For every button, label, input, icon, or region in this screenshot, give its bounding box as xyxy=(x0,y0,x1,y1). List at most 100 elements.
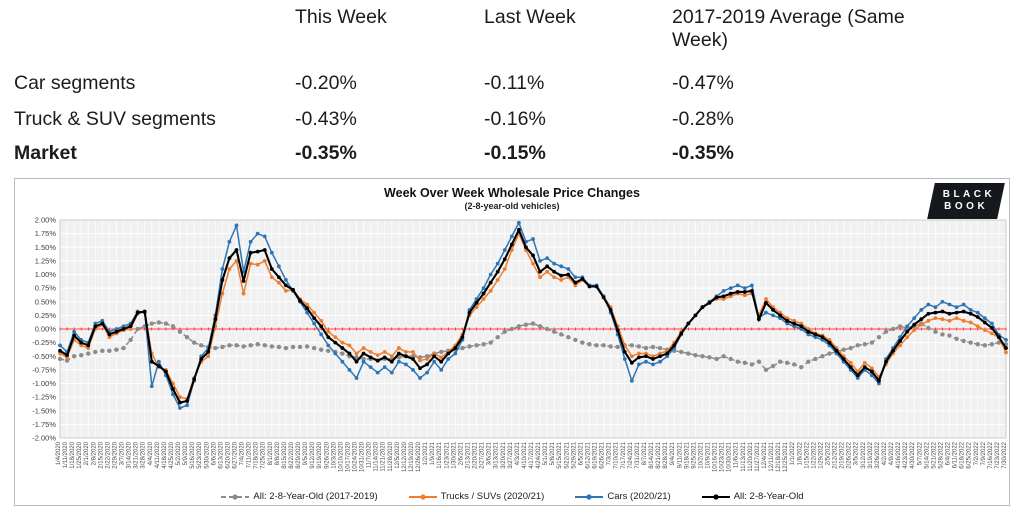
x-axis-tick-label: 9/26/2020 xyxy=(324,441,330,468)
x-axis-tick-label: 5/9/2020 xyxy=(183,441,189,465)
x-axis-tick-label: 4/18/2020 xyxy=(162,441,168,468)
x-axis-tick-label: 4/3/2021 xyxy=(515,441,521,465)
x-axis-tick-label: 1/1/2022 xyxy=(790,441,796,465)
y-axis-tick-label: 1.00% xyxy=(35,270,57,279)
x-axis-tick-label: 9/18/2021 xyxy=(684,441,690,468)
y-axis-tick-label: -1.00% xyxy=(32,379,56,388)
x-axis-tick-label: 1/29/2022 xyxy=(818,441,824,468)
x-axis-tick-label: 2/20/2021 xyxy=(473,441,479,468)
x-axis-tick-label: 7/3/2021 xyxy=(607,441,613,465)
x-axis-tick-label: 10/10/2020 xyxy=(338,441,344,472)
y-axis-tick-label: 2.00% xyxy=(35,216,57,225)
truck-last-week-value: -0.16% xyxy=(484,108,546,130)
y-axis-tick-label: -0.50% xyxy=(32,352,56,361)
x-axis-tick-label: 2/12/2022 xyxy=(833,441,839,468)
x-axis-tick-label: 3/13/2021 xyxy=(494,441,500,468)
x-axis-tick-label: 3/27/2021 xyxy=(508,441,514,468)
legend-item-label: Cars (2020/21) xyxy=(607,491,671,502)
x-axis-tick-label: 5/14/2022 xyxy=(924,441,930,468)
x-axis-tick-label: 9/25/2021 xyxy=(691,441,697,468)
x-axis-tick-label: 4/11/2020 xyxy=(155,441,161,468)
x-axis-tick-label: 6/27/2020 xyxy=(232,441,238,468)
x-axis-tick-label: 7/25/2020 xyxy=(261,441,267,468)
row-label-market: Market xyxy=(14,142,77,164)
x-axis-tick-label: 5/28/2022 xyxy=(938,441,944,468)
legend-marker-icon xyxy=(701,493,730,500)
x-axis-tick-label: 8/21/2021 xyxy=(656,441,662,468)
x-axis-tick-label: 10/16/2021 xyxy=(713,441,719,472)
x-axis-tick-label: 5/21/2022 xyxy=(931,441,937,468)
x-axis-tick-label: 11/27/2021 xyxy=(755,441,761,471)
x-axis-tick-label: 3/21/2020 xyxy=(134,441,140,468)
column-header-this-week: This Week xyxy=(295,6,387,28)
legend-marker-icon xyxy=(221,493,250,500)
x-axis-tick-label: 8/28/2021 xyxy=(663,441,669,468)
wholesale-price-chart: Week Over Week Wholesale Price Changes (… xyxy=(14,178,1010,506)
x-axis-tick-label: 6/19/2021 xyxy=(593,441,599,468)
x-axis-tick-label: 10/17/2020 xyxy=(345,441,351,472)
x-axis-tick-label: 7/23/2022 xyxy=(995,441,1001,468)
x-axis-tick-label: 4/4/2020 xyxy=(148,441,154,465)
x-axis-tick-label: 5/23/2020 xyxy=(197,441,203,468)
row-label-car-segments: Car segments xyxy=(14,72,136,94)
legend-item: Trucks / SUVs (2020/21) xyxy=(408,491,545,502)
truck-avg-value: -0.28% xyxy=(672,108,734,130)
x-axis-tick-label: 4/16/2022 xyxy=(896,441,902,468)
x-axis-tick-label: 6/4/2022 xyxy=(946,441,952,465)
x-axis-tick-label: 12/11/2021 xyxy=(769,441,775,471)
y-axis-tick-label: -2.00% xyxy=(32,434,56,443)
market-last-week-value: -0.15% xyxy=(484,142,546,164)
x-axis-tick-label: 12/25/2021 xyxy=(783,441,789,472)
x-axis-tick-label: 2/5/2022 xyxy=(826,441,832,465)
x-axis-tick-label: 12/5/2020 xyxy=(395,441,401,468)
x-axis-tick-label: 7/18/2020 xyxy=(254,441,260,468)
legend-item-label: Trucks / SUVs (2020/21) xyxy=(440,491,545,502)
chart-title: Week Over Week Wholesale Price Changes xyxy=(384,186,640,200)
column-header-avg: 2017-2019 Average (Same Week) xyxy=(672,6,905,52)
x-axis-tick-label: 5/8/2021 xyxy=(550,441,556,465)
x-axis-tick-label: 4/10/2021 xyxy=(522,441,528,468)
x-axis-tick-label: 7/4/2020 xyxy=(240,441,246,465)
series-line xyxy=(59,321,1007,371)
y-axis-tick-label: 0.25% xyxy=(35,311,57,320)
legend-item-label: All: 2-8-Year-Old xyxy=(733,491,804,502)
x-axis-tick-label: 3/28/2020 xyxy=(141,441,147,468)
x-axis-tick-label: 7/16/2022 xyxy=(988,441,994,468)
x-axis-tick-label: 5/30/2020 xyxy=(204,441,210,468)
legend-marker-icon xyxy=(575,493,604,500)
market-this-week-value: -0.35% xyxy=(295,142,357,164)
x-axis-tick-label: 7/11/2020 xyxy=(247,441,253,468)
x-axis-tick-label: 4/24/2021 xyxy=(536,441,542,468)
x-axis-tick-label: 8/1/2020 xyxy=(268,441,274,465)
x-axis-tick-label: 2/26/2022 xyxy=(847,441,853,468)
x-axis-tick-label: 6/26/2021 xyxy=(600,441,606,468)
chart-plot-svg: 2.00% 1.75% 1.50% 1.25% 1.00% 0.75% 0.50% 0.25%… xyxy=(32,216,1009,472)
x-axis-tick-label: 1/16/2021 xyxy=(437,441,443,468)
x-axis-tick-label: 10/9/2021 xyxy=(705,441,711,468)
x-axis-tick-label: 1/15/2022 xyxy=(804,441,810,468)
x-axis-tick-label: 1/18/2020 xyxy=(70,441,76,468)
x-axis-tick-label: 11/20/2021 xyxy=(748,441,754,471)
x-axis-tick-label: 5/1/2021 xyxy=(543,441,549,465)
x-axis-tick-label: 6/11/2022 xyxy=(953,441,959,468)
x-axis-tick-label: 8/15/2020 xyxy=(282,441,288,468)
x-axis-tick-label: 10/2/2021 xyxy=(698,441,704,468)
legend-marker-icon xyxy=(408,493,437,500)
x-axis-tick-label: 2/29/2020 xyxy=(112,441,118,468)
x-axis-tick-label: 7/31/2021 xyxy=(635,441,641,468)
black-book-logo: BLACK BOOK xyxy=(927,183,1005,219)
x-axis-tick-label: 12/12/2020 xyxy=(402,441,408,472)
x-axis-tick-label: 5/29/2021 xyxy=(571,441,577,468)
black-book-logo-line1: BLACK xyxy=(942,188,996,200)
table-corner xyxy=(14,6,295,72)
x-axis-tick-label: 3/26/2022 xyxy=(875,441,881,468)
chart-legend: All: 2-8-Year-Old (2017-2019) Trucks / SU… xyxy=(15,491,1009,502)
x-axis-tick-label: 9/12/2020 xyxy=(310,441,316,468)
x-axis-tick-label: 7/9/2022 xyxy=(981,441,987,465)
x-axis-tick-label: 2/15/2020 xyxy=(98,441,104,468)
x-axis-tick-label: 3/5/2022 xyxy=(854,441,860,465)
x-axis-tick-label: 6/20/2020 xyxy=(225,441,231,468)
y-axis-tick-label: 1.25% xyxy=(35,256,57,265)
x-axis-tick-label: 6/18/2022 xyxy=(960,441,966,468)
x-axis-tick-label: 1/2/2021 xyxy=(423,441,429,465)
